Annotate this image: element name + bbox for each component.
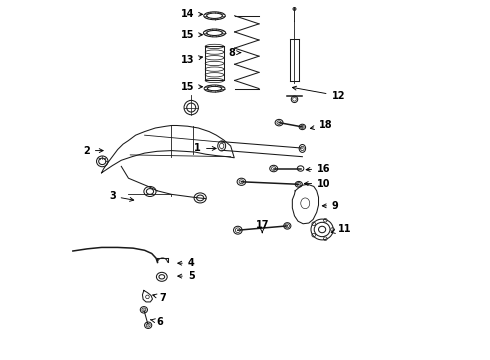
Text: 6: 6	[151, 317, 163, 327]
Text: 8: 8	[228, 48, 241, 58]
Text: 2: 2	[83, 145, 103, 156]
Text: 18: 18	[310, 121, 333, 130]
Text: 15: 15	[181, 30, 202, 40]
Text: 17: 17	[255, 220, 269, 233]
Text: 10: 10	[304, 179, 331, 189]
Text: 1: 1	[195, 143, 216, 153]
Text: 4: 4	[178, 258, 195, 268]
Text: 14: 14	[181, 9, 202, 19]
Text: 12: 12	[293, 86, 345, 101]
Text: 5: 5	[178, 271, 195, 281]
Text: 7: 7	[153, 293, 167, 303]
Ellipse shape	[293, 8, 296, 10]
Text: 9: 9	[322, 201, 339, 211]
Text: 15: 15	[181, 82, 202, 92]
Text: 11: 11	[331, 225, 351, 234]
Text: 3: 3	[109, 191, 134, 201]
Text: 13: 13	[181, 55, 202, 65]
Text: 16: 16	[306, 163, 331, 174]
